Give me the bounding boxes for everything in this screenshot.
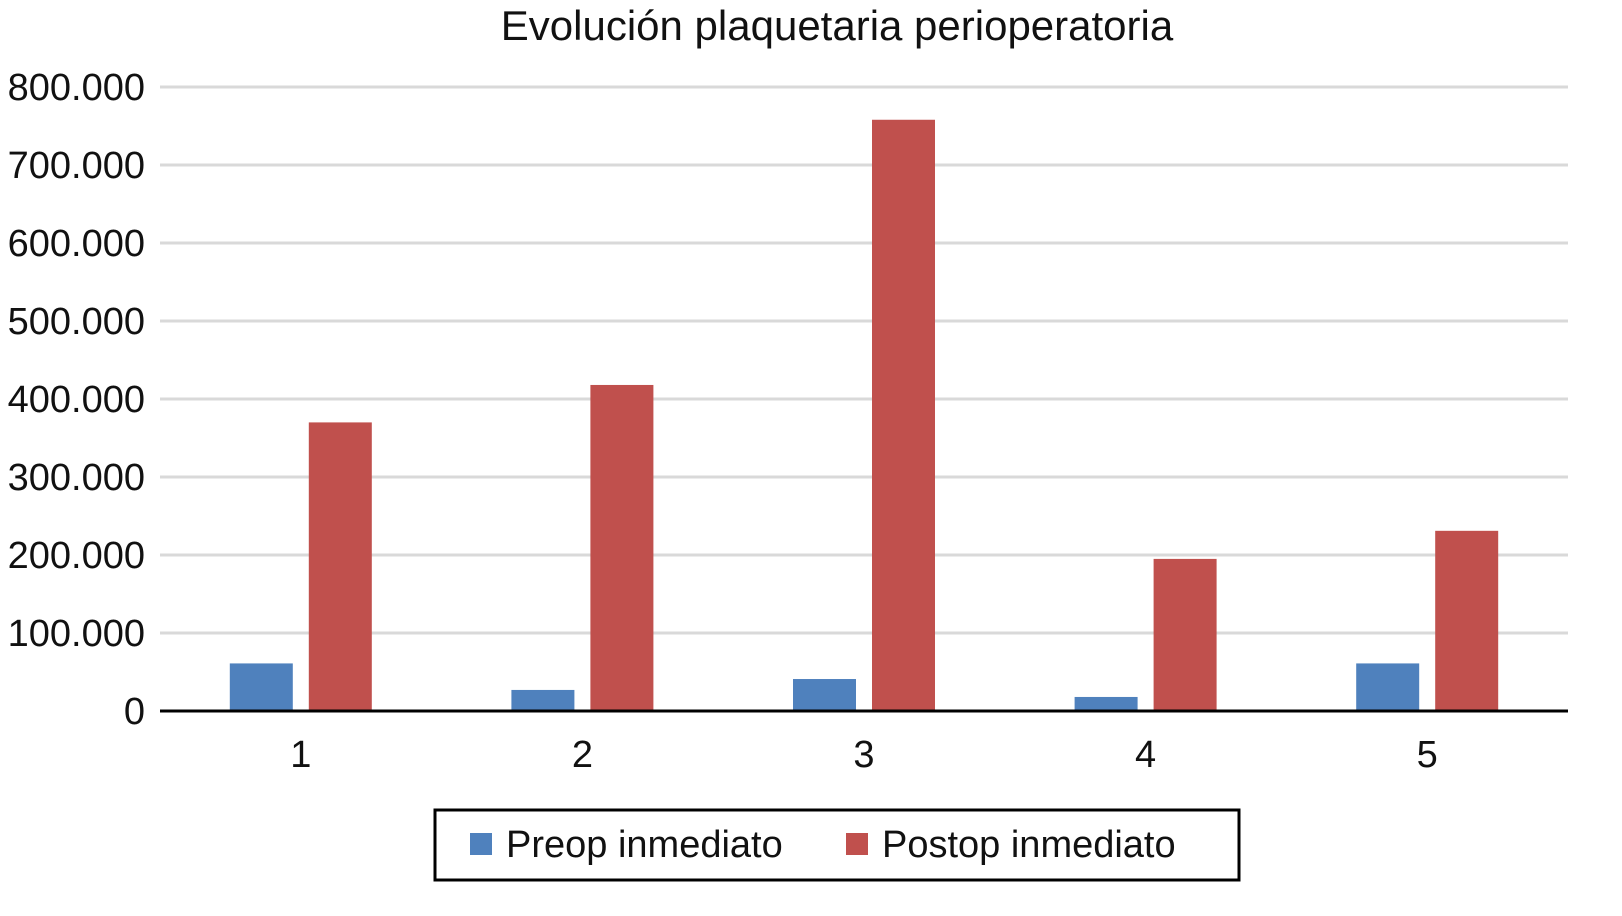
y-tick-label: 200.000	[8, 535, 145, 577]
y-tick-label: 600.000	[8, 223, 145, 265]
bar-preop-3	[793, 679, 856, 711]
bar-postop-4	[1153, 558, 1217, 711]
y-tick-label: 300.000	[8, 457, 145, 499]
legend-box	[433, 808, 1241, 882]
bar-preop-5	[1356, 663, 1420, 711]
x-axis-ticks: 1 2 3 4 5	[290, 734, 1438, 776]
x-tick-label: 1	[290, 734, 311, 776]
y-tick-label: 0	[124, 691, 145, 733]
y-tick-label: 800.000	[8, 67, 145, 109]
bar-postop-5	[1435, 530, 1499, 711]
bar-postop-1	[308, 422, 372, 711]
y-tick-label: 500.000	[8, 301, 145, 343]
chart-title: Evolución plaquetaria perioperatoria	[501, 2, 1174, 49]
gridlines	[160, 85, 1568, 635]
y-tick-label: 400.000	[8, 379, 145, 421]
legend-label-preop: Preop inmediato	[506, 824, 783, 866]
legend-label-postop: Postop inmediato	[882, 824, 1176, 866]
x-tick-label: 5	[1417, 734, 1438, 776]
y-tick-label: 100.000	[8, 613, 145, 655]
x-tick-label: 2	[572, 734, 593, 776]
x-tick-label: 4	[1135, 734, 1156, 776]
y-tick-label: 700.000	[8, 145, 145, 187]
legend-swatch-postop	[846, 833, 868, 855]
bars	[229, 119, 1499, 711]
bar-preop-2	[511, 689, 575, 711]
y-axis-ticks: 0 100.000 200.000 300.000 400.000 500.000 600.…	[8, 67, 145, 733]
bar-preop-4	[1074, 696, 1138, 711]
x-tick-label: 3	[853, 734, 874, 776]
bar-preop-1	[229, 663, 293, 711]
bar-postop-3	[872, 119, 935, 711]
legend: Preop inmediato Postop inmediato	[433, 808, 1241, 882]
bar-postop-2	[590, 384, 654, 711]
legend-swatch-preop	[470, 833, 492, 855]
